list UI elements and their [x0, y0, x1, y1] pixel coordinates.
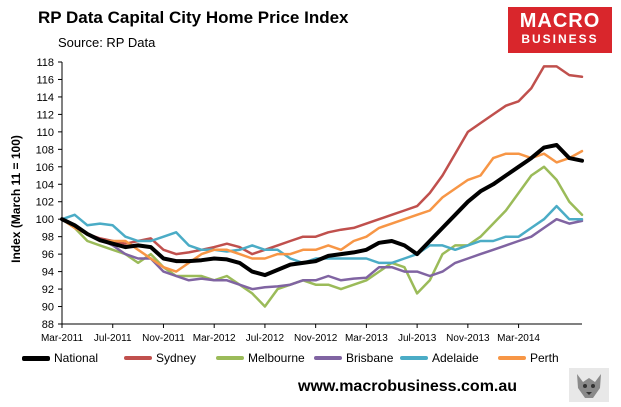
logo-line-2: BUSINESS — [521, 32, 599, 46]
x-tick-label: Nov-2013 — [446, 333, 490, 344]
y-tick-label: 114 — [36, 92, 54, 104]
x-tick-label: Nov-2011 — [142, 333, 185, 344]
legend-item-melbourne: Melbourne — [216, 350, 305, 366]
series-line-national — [60, 143, 584, 278]
website-url: www.macrobusiness.com.au — [298, 378, 518, 395]
chart-lines — [60, 65, 584, 308]
legend-item-sydney: Sydney — [124, 350, 196, 366]
x-tick-label: Mar-2014 — [497, 333, 540, 344]
y-tick-label: 108 — [36, 144, 54, 156]
series-line-sydney — [60, 65, 584, 256]
legend-item-national: National — [22, 350, 98, 366]
x-tick-label: Jul-2013 — [398, 333, 437, 344]
legend-swatch — [498, 356, 526, 360]
legend-item-perth: Perth — [498, 350, 559, 366]
y-tick-label: 102 — [36, 197, 54, 209]
x-tick-label: Jul-2012 — [246, 333, 285, 344]
y-tick-label: 92 — [42, 284, 54, 296]
y-tick-label: 112 — [36, 109, 54, 121]
y-tick-label: 104 — [36, 179, 54, 191]
y-tick-label: 90 — [42, 302, 54, 314]
y-tick-label: 94 — [42, 267, 54, 279]
legend-item-brisbane: Brisbane — [314, 350, 393, 366]
x-tick-label: Nov-2012 — [294, 333, 338, 344]
y-axis-label: Index (March 11 = 100) — [9, 135, 23, 263]
y-tick-label: 100 — [36, 214, 54, 226]
legend-label: Brisbane — [346, 351, 394, 365]
legend-label: Adelaide — [432, 351, 479, 365]
legend-label: National — [54, 351, 99, 365]
legend-swatch — [22, 355, 50, 361]
legend-swatch — [216, 356, 244, 360]
y-tick-label: 110 — [36, 127, 54, 139]
y-tick-label: 118 — [36, 57, 54, 69]
legend-swatch — [124, 356, 152, 360]
x-tick-label: Mar-2013 — [345, 333, 388, 344]
legend-label: Sydney — [156, 351, 197, 365]
x-tick-label: Mar-2011 — [41, 333, 83, 344]
legend-swatch — [314, 356, 342, 360]
series-line-perth — [60, 149, 584, 273]
chart-legend: National Sydney Melbourne Brisbane Adelaide P… — [22, 350, 602, 366]
chart-title: RP Data Capital City Home Price Index — [38, 8, 349, 27]
macrobusiness-logo: MACRO BUSINESS — [508, 7, 612, 53]
legend-label: Melbourne — [248, 351, 305, 365]
chart-subtitle: Source: RP Data — [58, 35, 156, 50]
series-line-brisbane — [60, 217, 584, 291]
y-tick-label: 96 — [42, 249, 54, 261]
y-tick-label: 88 — [42, 319, 54, 331]
legend-label: Perth — [530, 351, 559, 365]
x-tick-label: Mar-2012 — [193, 333, 236, 344]
y-tick-label: 106 — [36, 162, 54, 174]
x-tick-label: Jul-2011 — [94, 333, 132, 344]
chart-axes: 88 90 92 94 96 98 100 102 104 106 108 110 112 114 116 1… — [36, 57, 582, 344]
logo-line-1: MACRO — [519, 10, 601, 32]
wolf-mascot-icon — [569, 368, 609, 402]
y-tick-label: 116 — [36, 74, 54, 86]
y-tick-label: 98 — [42, 232, 54, 244]
legend-item-adelaide: Adelaide — [400, 350, 479, 366]
legend-swatch — [400, 356, 428, 360]
